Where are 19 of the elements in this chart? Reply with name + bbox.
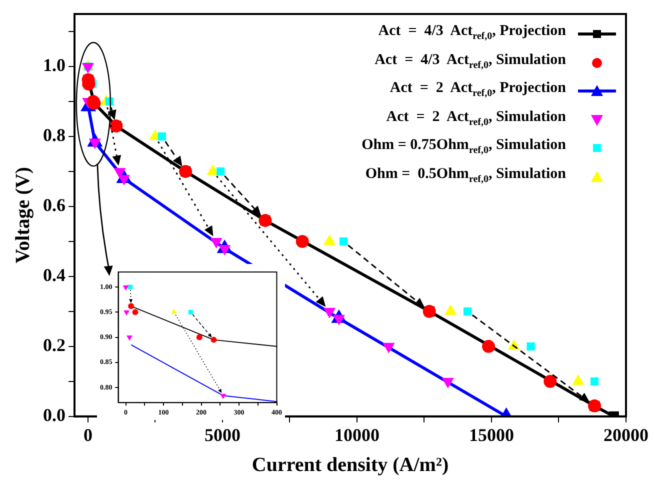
x-axis-title: Current density (A/m²) bbox=[252, 454, 449, 476]
y-tick-label: 0.4 bbox=[43, 265, 66, 286]
x-tick-label: 5000 bbox=[204, 424, 240, 445]
legend-label: Act = 2 Act$_{ref,0}$, Simulation bbox=[386, 108, 566, 130]
y-tick-label: 0.6 bbox=[43, 195, 66, 216]
y-tick-label: 1.0 bbox=[43, 55, 66, 76]
x-tick-label: 20000 bbox=[604, 424, 648, 445]
legend-label: Act = 2 Act$_{ref,0}$, Projection bbox=[390, 79, 566, 101]
y-tick-label: 0.0 bbox=[43, 405, 66, 426]
legend-label: Ohm = 0.75Ohm$_{ref,0}$, Simulation bbox=[362, 136, 566, 158]
y-axis-title: Voltage (V) bbox=[12, 166, 34, 264]
x-tick-label: 0 bbox=[83, 424, 92, 445]
y-tick-label: 0.2 bbox=[43, 335, 66, 356]
legend-label: Act = 4/3 Act$_{ref,0}$, Projection bbox=[378, 22, 566, 44]
legend-label: Ohm = 0.5Ohm$_{ref,0}$, Simulation bbox=[365, 164, 566, 186]
x-tick-label: 10000 bbox=[334, 424, 380, 445]
y-tick-label: 0.8 bbox=[43, 125, 66, 146]
x-tick-label: 15000 bbox=[468, 424, 514, 445]
legend-label: Act = 4/3 Act$_{ref,0}$, Simulation bbox=[374, 50, 566, 72]
